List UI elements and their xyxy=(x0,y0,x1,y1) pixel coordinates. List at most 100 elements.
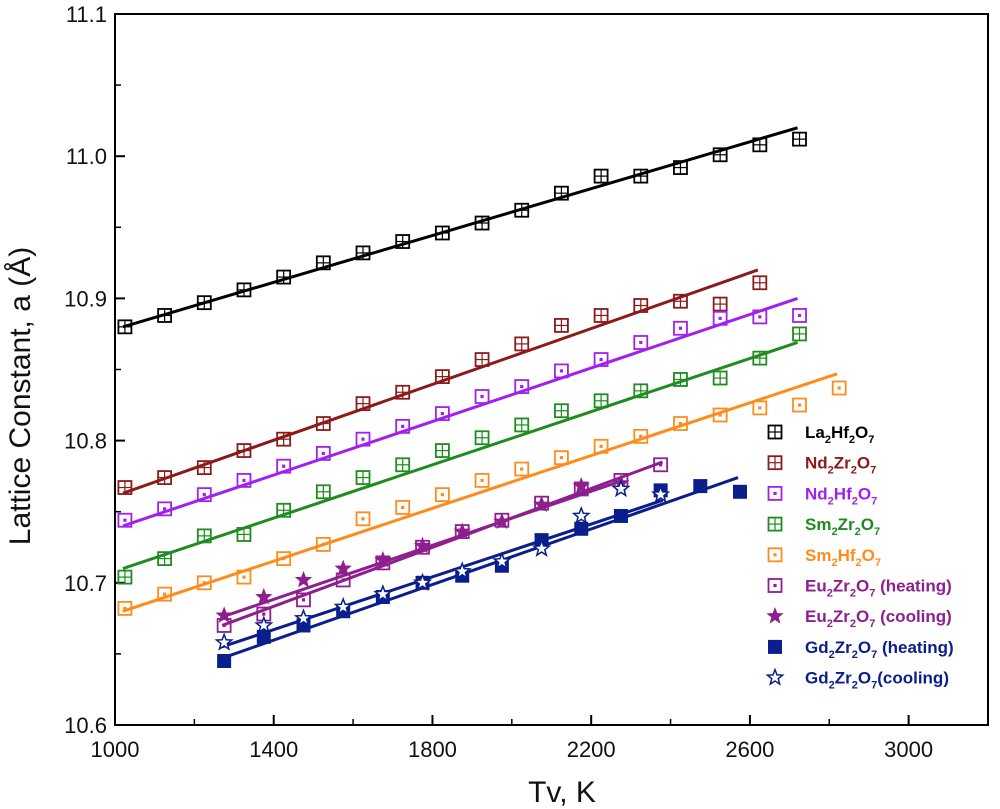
data-point xyxy=(196,487,212,503)
data-point xyxy=(633,428,649,444)
data-point xyxy=(593,393,609,409)
legend-label: Nd2Hf2O7 xyxy=(805,484,877,507)
data-point xyxy=(276,551,292,567)
y-tick-label: 10.8 xyxy=(64,429,107,454)
data-point xyxy=(474,215,490,231)
data-point xyxy=(493,512,511,530)
legend-marker xyxy=(765,667,785,686)
data-points xyxy=(117,131,847,669)
data-point xyxy=(157,501,173,517)
x-tick-label: 3000 xyxy=(884,737,933,762)
data-point xyxy=(531,538,552,557)
data-point xyxy=(294,570,313,588)
data-point xyxy=(315,416,331,431)
y-tick-label: 11.0 xyxy=(66,144,107,169)
x-tick-label: 1400 xyxy=(249,737,298,762)
data-point xyxy=(395,234,411,249)
data-point xyxy=(474,430,490,446)
data-point xyxy=(117,569,133,585)
data-point xyxy=(434,369,450,385)
data-point xyxy=(293,608,314,627)
data-point xyxy=(434,487,450,503)
y-tick-label: 10.7 xyxy=(64,571,107,596)
data-point xyxy=(276,269,292,285)
data-point xyxy=(673,416,688,431)
data-point xyxy=(412,572,433,591)
data-point xyxy=(673,293,688,309)
data-point xyxy=(633,335,649,350)
data-point xyxy=(453,522,471,539)
data-point xyxy=(554,363,569,379)
data-point xyxy=(633,298,649,313)
data-point xyxy=(117,512,133,528)
fit-line xyxy=(221,460,664,627)
data-point xyxy=(554,403,569,419)
data-point xyxy=(334,559,352,576)
data-point xyxy=(395,418,411,434)
data-point xyxy=(413,536,432,554)
legend-label: Nd2Zr2O7 xyxy=(805,454,876,477)
data-point xyxy=(712,147,728,163)
data-point xyxy=(514,336,530,352)
data-point xyxy=(315,537,331,552)
y-axis-title: Lattice Constant, a (Å) xyxy=(4,247,37,545)
data-point xyxy=(276,431,292,447)
data-point xyxy=(355,245,371,261)
data-point xyxy=(653,457,669,473)
data-point xyxy=(355,396,371,412)
data-point xyxy=(532,495,551,512)
fit-line xyxy=(122,126,798,329)
data-point xyxy=(593,168,609,184)
data-point xyxy=(196,528,212,544)
data-point xyxy=(651,484,671,503)
data-point xyxy=(514,417,530,433)
data-point xyxy=(315,484,331,500)
data-point xyxy=(196,295,212,311)
data-point xyxy=(633,383,649,399)
data-point xyxy=(572,476,590,494)
data-point xyxy=(712,370,728,386)
fit-lines xyxy=(122,126,838,660)
y-tick-label: 10.9 xyxy=(64,286,107,311)
data-point xyxy=(452,561,472,580)
data-point xyxy=(554,185,569,201)
y-tick-label: 10.6 xyxy=(64,713,107,738)
data-point xyxy=(792,397,807,413)
data-point xyxy=(831,380,847,396)
legend-label: Gd2Zr2O7(cooling) xyxy=(805,669,949,692)
legend-marker xyxy=(767,485,783,501)
data-point xyxy=(117,319,133,335)
legend-label: Gd2Zr2O7 (heating) xyxy=(805,638,954,661)
data-point xyxy=(355,431,371,447)
legend-marker xyxy=(766,607,784,624)
data-point xyxy=(514,202,530,218)
data-point xyxy=(732,484,747,499)
data-point xyxy=(355,470,371,485)
legend-label: Eu2Zr2O7 (cooling) xyxy=(805,607,952,630)
data-point xyxy=(254,615,274,634)
data-point xyxy=(217,654,232,669)
data-point xyxy=(554,450,569,466)
data-point xyxy=(492,551,512,570)
data-point xyxy=(593,438,609,454)
data-point xyxy=(117,480,133,495)
axes: 1000 1400 1800 2200 2600 3000 10.6 10.7 10.8 10.9… xyxy=(64,2,989,762)
data-point xyxy=(434,443,450,458)
legend-label: La2Hf2O7 xyxy=(805,423,874,446)
fit-line xyxy=(122,372,838,613)
data-point xyxy=(373,584,393,603)
data-point xyxy=(474,352,490,367)
legend-marker xyxy=(767,455,783,471)
legend-label: Sm2Hf2O7 xyxy=(805,546,881,569)
data-point xyxy=(157,470,173,485)
legend: La2Hf2O7 Nd2Zr2O7 Nd2Hf2O7 Sm2Zr2O7 Sm2Hf2O7… xyxy=(765,423,954,692)
data-point xyxy=(196,460,212,476)
data-point xyxy=(117,600,133,616)
data-point xyxy=(752,350,768,366)
data-point xyxy=(792,131,807,147)
data-point xyxy=(157,586,173,602)
data-point xyxy=(395,384,411,400)
data-point xyxy=(574,521,589,536)
data-point xyxy=(554,318,569,333)
data-point xyxy=(395,500,411,515)
